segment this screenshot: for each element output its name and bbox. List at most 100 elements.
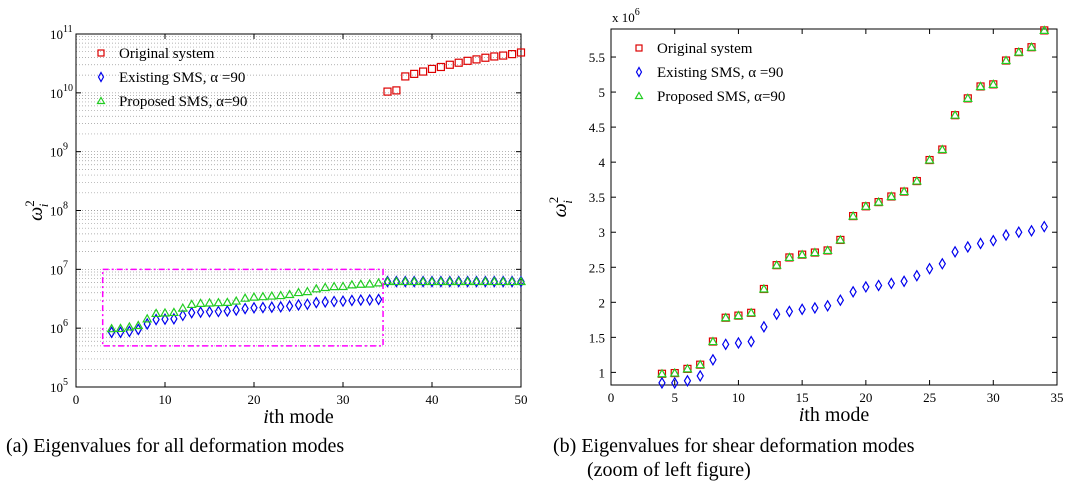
point-square bbox=[454, 58, 463, 67]
point-diamond bbox=[285, 299, 294, 313]
point-triangle bbox=[507, 276, 518, 286]
panel-a: 0 10 20 30 40 50 105 106 107 108 109 1010 1011 Origi… bbox=[6, 24, 528, 457]
point-diamond bbox=[874, 279, 883, 292]
y-tick-label: 1011 bbox=[50, 24, 73, 42]
legend-marker bbox=[97, 49, 105, 57]
point-triangle bbox=[400, 276, 411, 286]
y-tick-label: 4 bbox=[599, 155, 606, 170]
panel-b-y-axis-label: ω2i bbox=[546, 197, 575, 218]
y-tick-label: 2.5 bbox=[589, 260, 605, 275]
panel-b-caption-line2: (zoom of left figure) bbox=[587, 459, 751, 481]
x-tick-label: 10 bbox=[159, 392, 172, 407]
x-tick-label: 0 bbox=[73, 392, 80, 407]
point-square bbox=[499, 51, 508, 60]
point-diamond bbox=[188, 306, 196, 319]
point-diamond bbox=[1040, 220, 1048, 233]
point-diamond bbox=[179, 309, 187, 322]
panel-a-highlight-box bbox=[101, 268, 384, 347]
point-diamond bbox=[303, 298, 312, 311]
point-triangle bbox=[471, 276, 482, 286]
point-diamond bbox=[811, 301, 819, 315]
point-triangle bbox=[195, 298, 206, 307]
point-triangle bbox=[950, 109, 961, 119]
point-triangle bbox=[320, 282, 331, 292]
y-tick-label: 1.5 bbox=[589, 330, 605, 345]
point-triangle bbox=[453, 276, 464, 286]
point-triangle bbox=[771, 259, 782, 269]
panel-b-marks bbox=[656, 25, 1050, 390]
point-diamond bbox=[862, 280, 870, 294]
point-diamond bbox=[696, 369, 704, 383]
legend-label: Original system bbox=[657, 41, 753, 57]
point-diamond bbox=[734, 336, 743, 350]
point-triangle bbox=[231, 295, 242, 305]
point-diamond bbox=[339, 294, 347, 308]
point-triangle bbox=[435, 276, 446, 286]
panel-a-legend: Original system Existing SMS, α =90 Propos… bbox=[96, 46, 247, 110]
y-tick-label: 2 bbox=[599, 295, 606, 310]
point-square bbox=[392, 86, 401, 95]
point-triangle bbox=[168, 307, 179, 317]
point-triangle bbox=[1039, 25, 1050, 35]
point-triangle bbox=[720, 312, 731, 322]
point-triangle bbox=[809, 247, 820, 257]
x-tick-label: 35 bbox=[1051, 390, 1064, 405]
point-triangle bbox=[159, 307, 171, 317]
point-diamond bbox=[849, 285, 857, 298]
point-triangle bbox=[355, 279, 366, 288]
point-diamond bbox=[798, 303, 806, 316]
point-diamond bbox=[925, 262, 934, 275]
legend-marker bbox=[97, 71, 105, 83]
point-triangle bbox=[382, 276, 393, 286]
point-diamond bbox=[836, 294, 845, 307]
panel-a-ticks: 0 10 20 30 40 50 105 106 107 108 109 1010 1011 bbox=[50, 24, 528, 407]
point-triangle bbox=[656, 368, 668, 378]
point-diamond bbox=[214, 305, 223, 318]
point-square bbox=[419, 67, 428, 76]
point-triangle bbox=[444, 276, 455, 286]
point-diamond bbox=[683, 374, 692, 387]
x-tick-label: 5 bbox=[671, 390, 678, 405]
point-diamond bbox=[976, 237, 985, 250]
x-tick-label: 30 bbox=[337, 392, 350, 407]
point-diamond bbox=[747, 335, 755, 348]
point-square bbox=[401, 72, 410, 81]
point-triangle bbox=[498, 276, 509, 286]
point-diamond bbox=[671, 376, 679, 390]
point-triangle bbox=[248, 291, 260, 301]
point-diamond bbox=[887, 277, 896, 290]
point-triangle bbox=[275, 290, 286, 300]
point-triangle bbox=[409, 276, 420, 286]
point-diamond bbox=[709, 353, 717, 366]
point-diamond bbox=[823, 299, 832, 312]
y-tick-label: 1 bbox=[599, 365, 606, 380]
panel-a-marks bbox=[106, 48, 527, 339]
point-triangle bbox=[848, 210, 859, 220]
panel-a-x-axis-label: ith mode bbox=[263, 406, 334, 428]
point-square bbox=[472, 55, 481, 64]
point-diamond bbox=[772, 308, 781, 321]
point-diamond bbox=[161, 313, 169, 326]
legend-label: Proposed SMS, α=90 bbox=[657, 89, 785, 105]
point-diamond bbox=[760, 320, 768, 334]
point-diamond bbox=[268, 301, 276, 314]
legend-marker bbox=[96, 96, 106, 105]
point-diamond bbox=[312, 296, 320, 309]
y-tick-label: 4.5 bbox=[589, 120, 605, 135]
panel-a-grid bbox=[76, 33, 521, 388]
y-tick-label: 5 bbox=[599, 85, 606, 100]
point-triangle bbox=[822, 245, 833, 255]
point-triangle bbox=[391, 276, 402, 286]
point-diamond bbox=[348, 294, 356, 307]
point-diamond bbox=[964, 240, 972, 254]
point-diamond bbox=[170, 312, 178, 326]
y-tick-label: 108 bbox=[50, 201, 68, 219]
point-triangle bbox=[222, 297, 233, 307]
point-diamond bbox=[938, 257, 947, 270]
point-triangle bbox=[937, 144, 948, 154]
point-diamond bbox=[232, 303, 240, 317]
panel-b-ticks: 0 5 10 15 20 25 30 35 1 1.5 2 2.5 3 3.5 4 4.5 5 5.5 bbox=[589, 29, 1064, 405]
x-tick-label: 0 bbox=[608, 390, 615, 405]
panel-a-y-axis-label: ω2i bbox=[22, 200, 51, 221]
